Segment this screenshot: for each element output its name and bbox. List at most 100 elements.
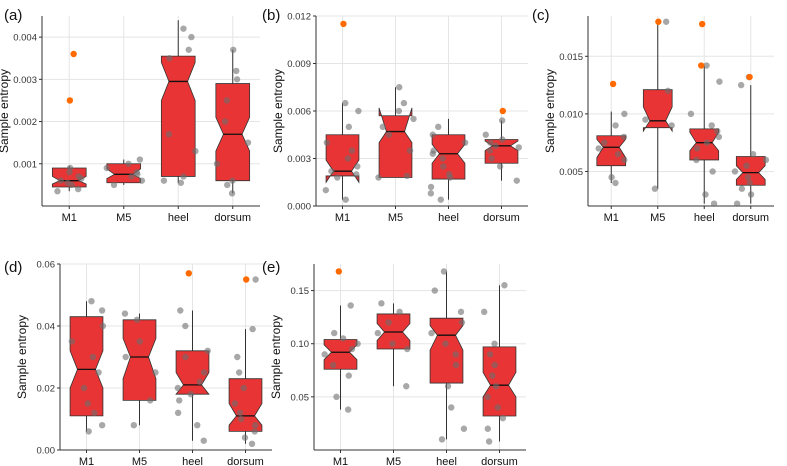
data-point (489, 372, 496, 379)
data-point (122, 353, 129, 361)
data-point (448, 404, 455, 411)
panel-label: (b) (262, 7, 280, 24)
box-dorsum (731, 73, 770, 207)
data-point (406, 147, 414, 154)
data-point (188, 33, 195, 41)
box-body (122, 319, 157, 401)
data-point (229, 177, 236, 184)
data-point (174, 409, 182, 416)
data-point (662, 18, 670, 25)
data-point (182, 353, 189, 361)
data-point (231, 400, 239, 407)
data-point (196, 378, 204, 385)
data-point (321, 351, 328, 358)
data-point (342, 99, 349, 107)
data-point (492, 142, 499, 150)
box-body (689, 128, 720, 161)
y-tick-label: 0.004 (13, 33, 37, 44)
data-point (136, 156, 144, 163)
data-point (233, 76, 241, 83)
data-point (248, 440, 256, 447)
data-point (174, 384, 182, 392)
x-tick-label: M5 (132, 456, 147, 466)
data-point (180, 25, 187, 32)
data-point (743, 162, 750, 169)
y-tick-label: 0.002 (13, 117, 37, 128)
y-tick-label: 0.009 (287, 59, 311, 70)
data-point (182, 322, 189, 330)
data-point (403, 172, 411, 180)
data-point (437, 196, 444, 203)
data-point (230, 46, 237, 53)
data-point (396, 84, 403, 91)
panel-label: (d) (4, 259, 22, 276)
box-M1 (321, 268, 361, 413)
data-point (224, 181, 231, 189)
x-tick-label: M5 (116, 212, 131, 224)
data-point (439, 155, 446, 162)
data-point (347, 302, 354, 309)
data-point (192, 147, 199, 155)
data-point (410, 115, 417, 123)
x-tick-label: dorsum (481, 456, 518, 466)
y-tick-label: 0.000 (287, 202, 311, 213)
data-point (176, 397, 183, 404)
y-axis-title: Sample entropy (269, 315, 283, 399)
data-point (128, 173, 135, 180)
data-point (608, 174, 615, 181)
x-tick-label: heel (438, 212, 459, 224)
data-point (385, 131, 393, 138)
data-point (498, 117, 506, 124)
data-point (621, 110, 628, 118)
box-M1 (68, 298, 107, 435)
data-point (491, 340, 498, 347)
data-point (241, 434, 249, 441)
data-point (731, 168, 739, 175)
data-point (66, 164, 74, 172)
data-point (221, 118, 229, 125)
data-point (620, 133, 628, 141)
data-point (687, 110, 695, 118)
data-point (484, 393, 491, 401)
outlier-point (698, 20, 706, 28)
data-point (486, 351, 494, 358)
data-point (703, 62, 710, 69)
data-point (716, 78, 723, 85)
data-point (344, 155, 352, 162)
data-point (180, 173, 187, 180)
data-point (74, 185, 82, 193)
data-point (54, 188, 61, 195)
data-point (651, 185, 659, 192)
data-point (747, 191, 755, 198)
data-point (749, 150, 757, 158)
data-point (452, 351, 459, 358)
y-tick-label: 0.001 (13, 159, 37, 170)
data-point (486, 147, 494, 154)
data-point (452, 361, 460, 369)
x-tick-label: heel (182, 456, 203, 466)
x-tick-label: M5 (650, 212, 665, 224)
data-point (177, 179, 185, 186)
data-point (515, 144, 522, 151)
y-axis-title: Sample entropy (543, 69, 557, 153)
data-point (133, 316, 141, 323)
data-point (513, 177, 520, 184)
data-point (152, 369, 159, 376)
y-tick-label: 0.05 (291, 392, 310, 403)
box-dorsum (480, 282, 517, 445)
data-point (95, 369, 102, 376)
box-body (215, 83, 251, 182)
data-point (499, 136, 506, 143)
data-point (458, 319, 466, 326)
x-tick-label: M5 (386, 456, 401, 466)
data-point (110, 181, 118, 189)
box-body (429, 317, 464, 384)
data-point (249, 325, 256, 333)
panel-e: 0.05 0.10 0.15 Sample entropy (e) M1 M5 heel dor… (262, 259, 526, 466)
box-body (596, 135, 627, 167)
box-heel (427, 118, 469, 203)
data-point (323, 139, 331, 146)
y-tick-label: 0.10 (291, 339, 310, 350)
data-point (228, 190, 236, 197)
